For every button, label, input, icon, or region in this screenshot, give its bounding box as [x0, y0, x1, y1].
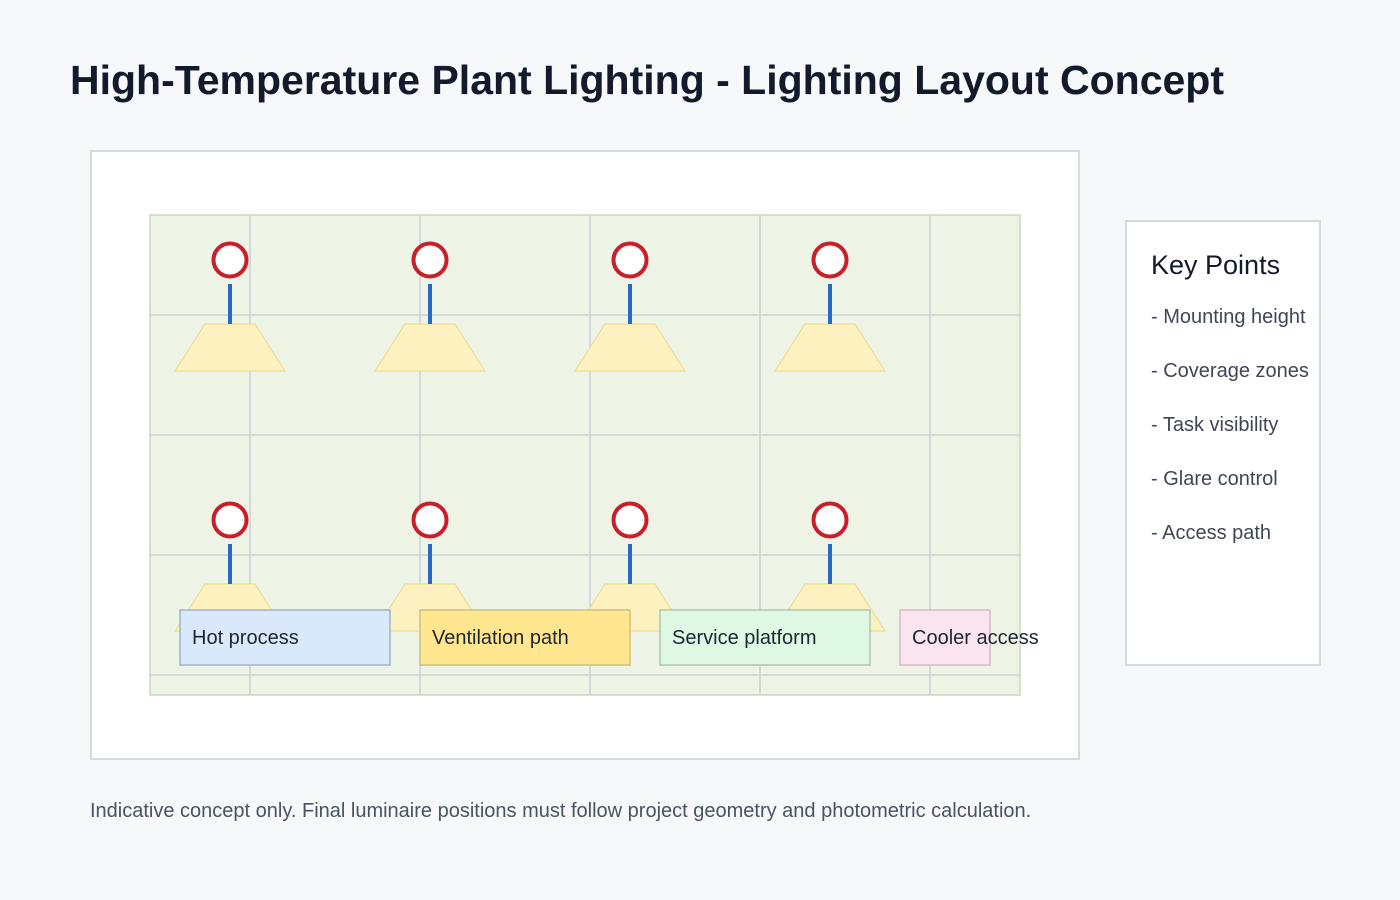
zone-label: Hot process	[192, 627, 299, 649]
zone-box	[659, 609, 871, 666]
key-point-item: - Glare control	[1151, 468, 1278, 490]
zone-label: Cooler access	[912, 627, 1039, 649]
lamp-ring-icon	[411, 501, 449, 539]
lamp-ring-icon	[411, 241, 449, 279]
key-point-item: - Coverage zones	[1151, 360, 1309, 382]
luminaire-group	[174, 241, 886, 632]
zone-hot-process: Hot process	[179, 609, 391, 666]
high-bay-luminaire-icon	[174, 241, 286, 372]
zone-service-platform: Service platform	[659, 609, 871, 666]
high-bay-luminaire-icon	[374, 241, 486, 372]
zone-label: Service platform	[672, 627, 817, 649]
reflector-icon	[174, 323, 286, 372]
page-title: High-Temperature Plant Lighting - Lighti…	[70, 57, 1225, 103]
lamp-ring-icon	[611, 501, 649, 539]
zone-cooler-access: Cooler access	[899, 609, 1039, 666]
lamp-ring-icon	[811, 241, 849, 279]
key-point-item: - Mounting height	[1151, 306, 1306, 328]
zone-box	[179, 609, 391, 666]
lamp-ring-icon	[811, 501, 849, 539]
zone-label: Ventilation path	[432, 627, 569, 649]
reflector-icon	[374, 323, 486, 372]
zone-box	[899, 609, 991, 666]
zone-box	[419, 609, 631, 666]
lamp-ring-icon	[211, 241, 249, 279]
zone-ventilation-path: Ventilation path	[419, 609, 631, 666]
key-points-title: Key Points	[1151, 250, 1281, 280]
key-point-item: - Task visibility	[1151, 414, 1279, 436]
zone-labels: Hot process Ventilation path Service platf…	[179, 609, 1039, 666]
high-bay-luminaire-icon	[574, 241, 686, 372]
key-points-panel: Key Points - Mounting height - Coverage …	[1125, 220, 1321, 666]
footnote: Indicative concept only. Final luminaire…	[90, 800, 1032, 822]
high-bay-luminaire-icon	[774, 241, 886, 372]
lamp-ring-icon	[211, 501, 249, 539]
reflector-icon	[774, 323, 886, 372]
lamp-ring-icon	[611, 241, 649, 279]
key-point-item: - Access path	[1151, 522, 1272, 544]
reflector-icon	[574, 323, 686, 372]
